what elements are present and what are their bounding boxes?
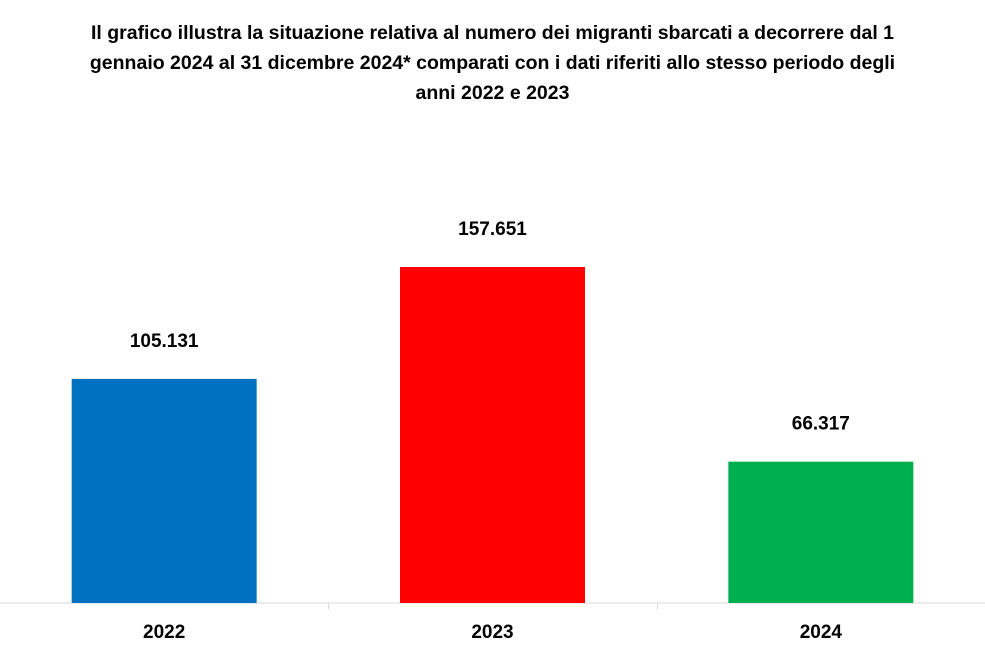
data-label-2024: 66.317 bbox=[792, 414, 850, 435]
chart-title: Il grafico illustra la situazione relati… bbox=[0, 18, 985, 108]
data-label-2023: 157.651 bbox=[458, 219, 527, 240]
bar-2022 bbox=[71, 378, 257, 603]
chart-title-line-3: anni 2022 e 2023 bbox=[415, 82, 570, 104]
x-tick-label-2022: 2022 bbox=[143, 622, 185, 643]
bar-2024 bbox=[728, 461, 914, 603]
chart-title-line-1: Il grafico illustra la situazione relati… bbox=[90, 22, 895, 44]
x-tick-label-2024: 2024 bbox=[800, 622, 843, 643]
x-tick-label-2023: 2023 bbox=[471, 622, 513, 643]
bar-2023 bbox=[400, 267, 585, 603]
data-label-2022: 105.131 bbox=[130, 331, 199, 352]
chart-title-line-2: gennaio 2024 al 31 dicembre 2024* compar… bbox=[89, 52, 896, 74]
